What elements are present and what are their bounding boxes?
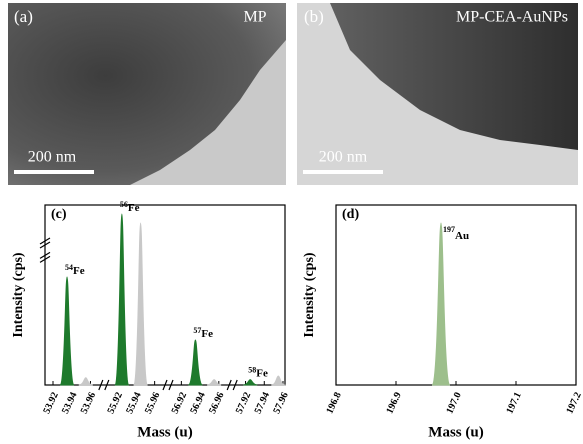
plot-frame — [45, 205, 285, 385]
x-tick-label: 55.94 — [124, 391, 143, 416]
x-tick-label: 57.94 — [253, 391, 272, 416]
element: Au — [455, 230, 469, 242]
x-tick-label: 197.1 — [504, 391, 523, 416]
panel-label: (a) — [14, 7, 33, 26]
image-caption: MP — [243, 9, 266, 26]
x-tick-label: 57.92 — [234, 391, 253, 416]
x-tick-label: 57.96 — [271, 391, 290, 416]
peak-label: 56Fe — [120, 200, 140, 214]
isotope-mass: 56 — [120, 200, 128, 209]
x-tick-label: 53.94 — [60, 391, 79, 416]
peak — [134, 223, 148, 385]
panel-label: (c) — [51, 207, 67, 222]
scale-label: 200 nm — [28, 149, 77, 166]
x-axis-label: Mass (u) — [137, 424, 192, 440]
x-tick-label: 196.9 — [384, 391, 403, 416]
panel-label: (d) — [342, 207, 359, 222]
peak — [115, 214, 129, 385]
x-tick-label: 56.94 — [188, 391, 207, 416]
image-a: (a) MP 200 nm — [8, 3, 286, 185]
x-tick-label: 56.96 — [207, 391, 226, 416]
peak-label: 57Fe — [193, 326, 213, 340]
peak — [188, 340, 202, 385]
peak — [271, 376, 285, 385]
figure: (a) MP 200 nm (b) MP-CEA-AuNPs 200 nm 53… — [0, 0, 583, 444]
scale-label: 200 nm — [319, 149, 368, 166]
y-axis-label: Intensity (cps) — [11, 252, 26, 338]
x-tick-label: 196.8 — [324, 391, 343, 416]
element: Fe — [256, 367, 268, 379]
y-axis-label: Intensity (cps) — [302, 252, 317, 338]
element: Fe — [128, 202, 140, 214]
x-axis-label: Mass (u) — [428, 424, 483, 440]
peak — [432, 223, 450, 385]
peak — [60, 277, 74, 385]
isotope-mass: 57 — [193, 326, 201, 335]
isotope-mass: 58 — [248, 365, 256, 374]
isotope-mass: 54 — [65, 263, 73, 272]
image-caption: MP-CEA-AuNPs — [456, 9, 568, 26]
x-tick-label: 55.96 — [143, 391, 162, 416]
isotope-mass: 197 — [443, 225, 455, 234]
panel-label: (b) — [304, 7, 324, 26]
x-tick-label: 53.96 — [79, 391, 98, 416]
x-tick-label: 197.2 — [564, 391, 583, 416]
peak-label: 58Fe — [248, 365, 268, 379]
x-tick-label: 56.92 — [170, 391, 189, 416]
x-tick-label: 53.92 — [41, 391, 60, 416]
peak-label: 54Fe — [65, 263, 85, 277]
x-tick-label: 55.92 — [106, 391, 125, 416]
peak-label: 197Au — [443, 225, 469, 242]
image-b: (b) MP-CEA-AuNPs 200 nm — [297, 3, 578, 185]
element: Fe — [201, 328, 213, 340]
x-tick-label: 197.0 — [444, 391, 463, 416]
element: Fe — [73, 265, 85, 277]
